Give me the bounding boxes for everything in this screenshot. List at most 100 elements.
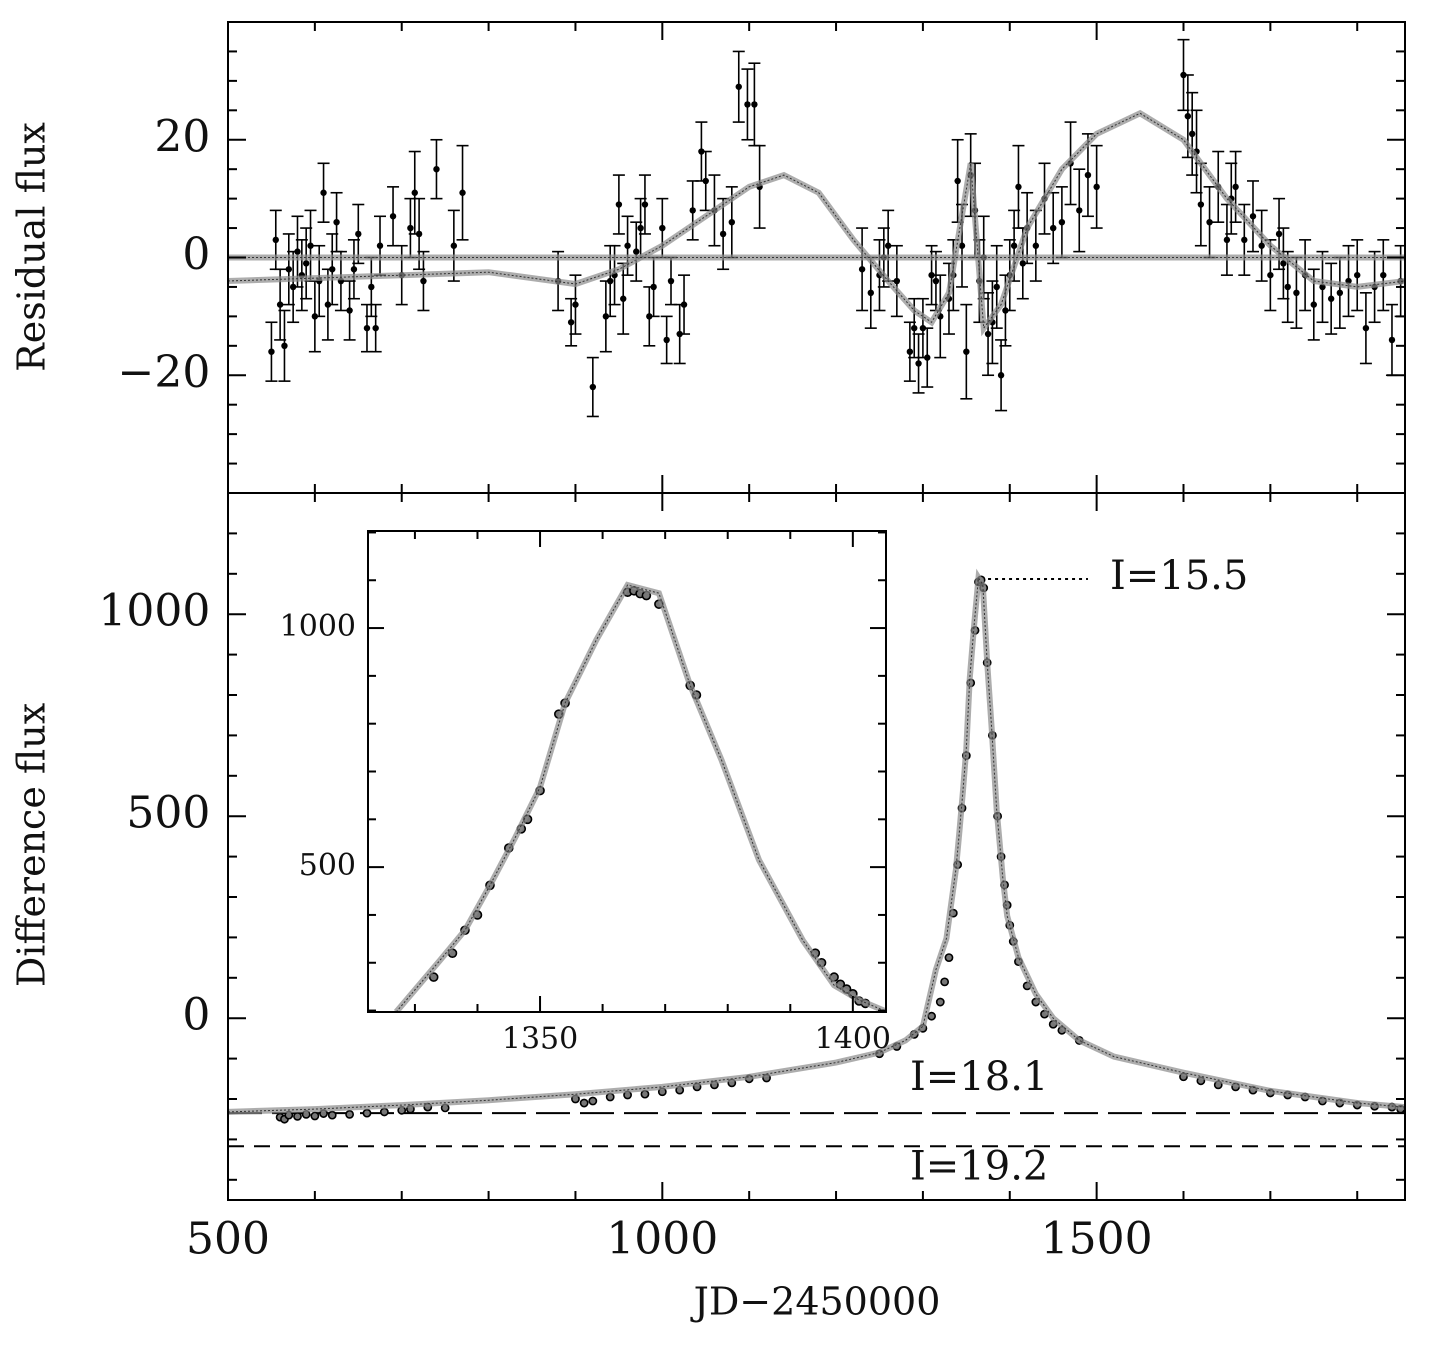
data-point [362,1108,372,1118]
data-point [1050,224,1057,232]
data-point [589,383,597,391]
data-point [867,289,874,297]
data-point [915,360,922,367]
data-point [1058,218,1066,226]
annotation: I=19.2 [910,1143,1048,1189]
data-point [884,242,892,249]
data-point [702,177,709,185]
inset-background [368,531,886,1012]
data-point [345,1109,355,1119]
data-point [663,336,670,344]
data-point [1232,183,1239,191]
data-point [659,224,666,232]
data-point [1327,295,1335,302]
data-point [858,266,866,273]
data-point [620,295,627,302]
data-point [329,266,336,273]
data-point [1010,242,1018,249]
data-point [1032,242,1040,249]
data-point [333,218,340,226]
data-point [1380,271,1387,279]
data-point [1084,171,1092,179]
data-point [932,277,940,285]
data-point [572,301,579,308]
data-point [415,230,423,238]
data-point [302,260,310,267]
data-point [719,230,727,238]
data-point [368,283,375,291]
data-point [1197,201,1205,208]
data-point [911,324,918,332]
data-point [1388,336,1396,344]
y-tick-label: 500 [299,848,356,883]
data-point [1293,289,1300,297]
data-point [1267,271,1274,279]
data-point [1362,324,1370,332]
data-point [1354,271,1361,279]
data-point [893,277,901,285]
data-point [935,997,945,1007]
data-point [588,1096,598,1106]
data-point [1188,130,1196,138]
data-point [272,236,279,244]
data-point [1206,218,1213,226]
data-point [637,224,644,232]
x-tick-label: 1350 [502,1022,578,1057]
model-curve [228,112,1405,330]
data-point [276,301,284,308]
data-point [606,277,614,285]
data-point [906,348,914,355]
data-point [420,277,427,285]
model-curve [228,576,1405,1113]
data-point [924,354,931,361]
data-point [1310,301,1317,308]
data-point [751,101,758,108]
data-point [268,348,275,355]
data-point [355,230,362,238]
data-point [1336,289,1344,297]
x-tick-label: 500 [186,1213,270,1264]
data-point [450,242,458,249]
data-point [376,242,384,249]
data-point [1284,283,1291,291]
panel: I=15.5 I=18.1 I=19.2 500 1000 1500 0 500 1000 [98,492,1406,1264]
plot-area [228,38,1405,418]
frame [227,492,1406,1201]
x-tick-label: 1400 [815,1022,891,1057]
data-point [579,1098,589,1108]
data-point [1223,236,1231,244]
y-tick-label: 0 [182,990,210,1041]
data-point [1093,183,1100,191]
model-curve [395,584,885,1012]
panel: −20 0 20 [118,21,1406,494]
plot-area [228,568,1405,1148]
data-point [1280,260,1287,267]
data-point [928,271,935,279]
data-point [689,207,696,214]
y-tick-label: 20 [154,111,210,162]
data-point [459,189,466,196]
data-point [1076,207,1083,214]
y-axis-label: Residual flux [10,122,54,372]
plot-area [393,581,886,1012]
y-tick-label: −20 [118,347,211,398]
annotation: I=18.1 [910,1054,1048,1100]
data-point [307,242,314,249]
data-point [735,83,742,90]
data-point [327,1110,337,1120]
data-point [1015,183,1022,191]
data-point [281,342,288,350]
y-tick-label: 1000 [280,609,356,644]
x-tick-label: 1000 [606,1213,718,1264]
data-point [346,307,353,314]
data-point [433,165,440,173]
data-point [293,1111,302,1121]
data-point [389,213,397,220]
data-point [993,283,1000,291]
data-point [940,977,950,987]
data-point [633,248,640,255]
data-point [350,266,358,273]
y-tick-label: 500 [126,788,210,839]
data-point [379,1107,389,1117]
